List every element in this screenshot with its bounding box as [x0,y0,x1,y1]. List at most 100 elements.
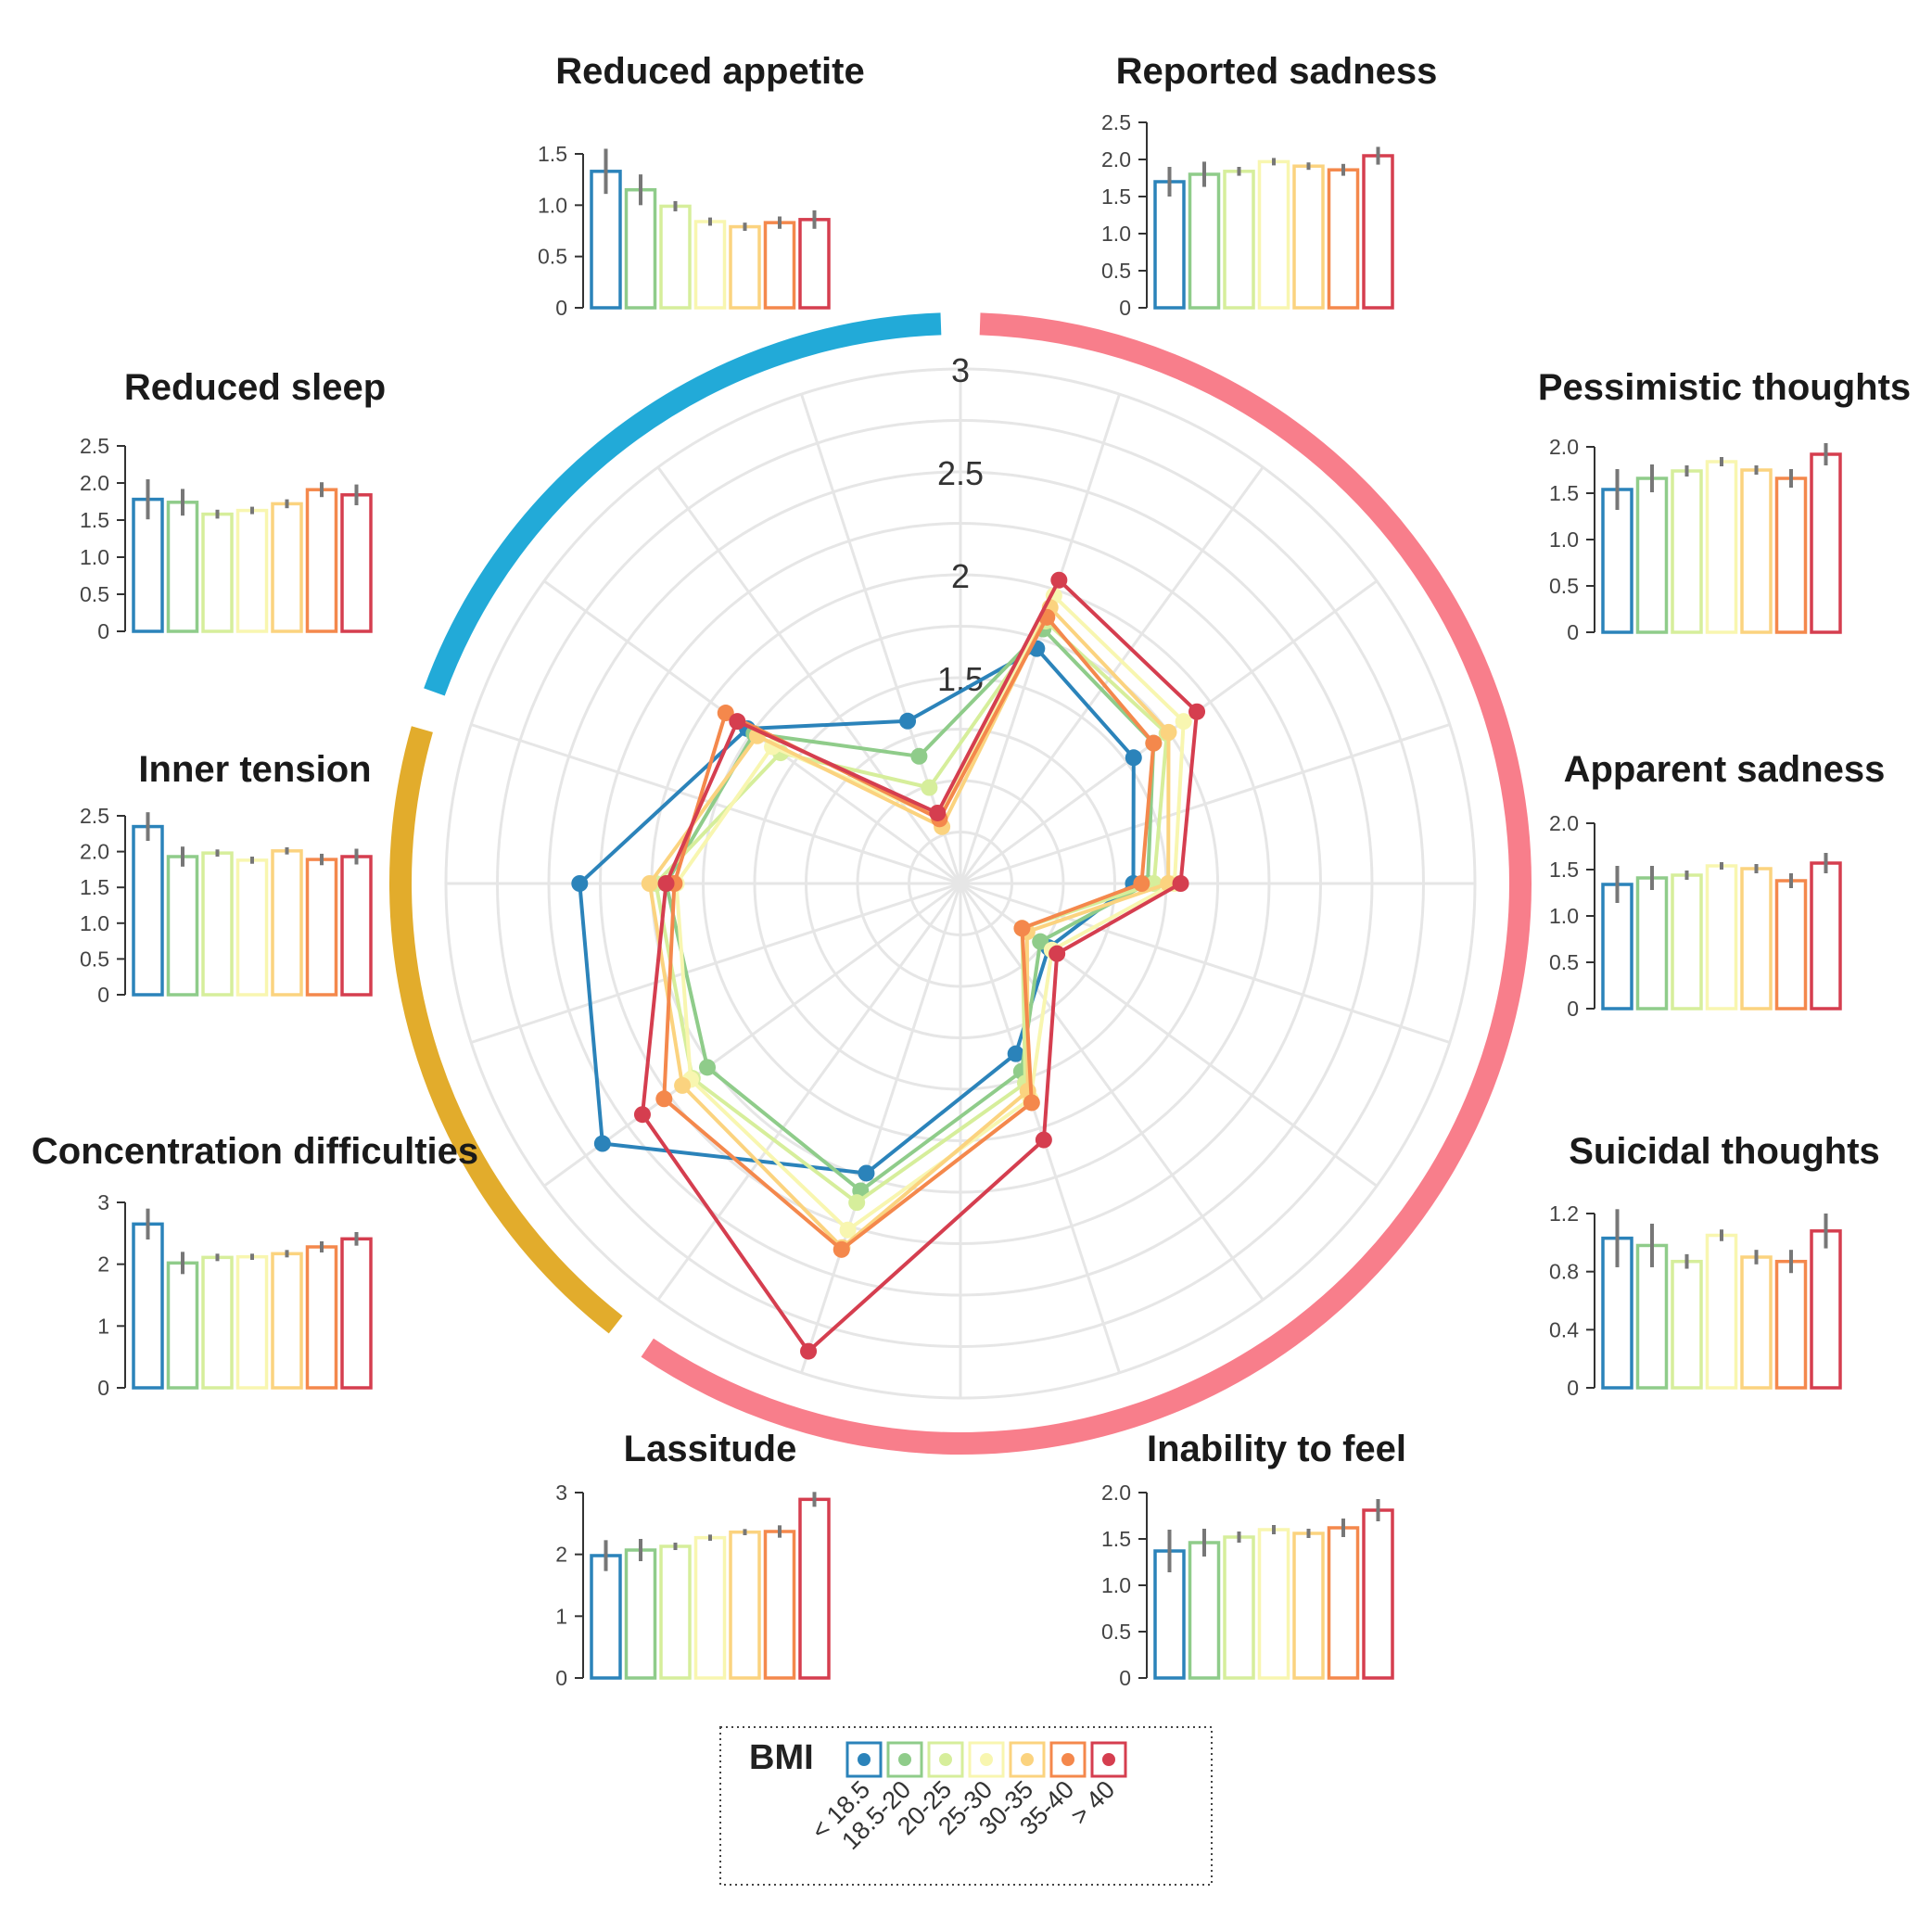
bar-18-5-20 [1188,172,1221,310]
radar-point-18-5-20-reduced-appetite [910,747,928,765]
legend-swatch [1090,1741,1127,1778]
symptom-group-arc [424,312,942,696]
grid-spoke [543,882,961,1188]
legend-dot [858,1753,871,1766]
y-tick-label: 0.5 [80,947,109,971]
y-tick-label: 0 [1119,1666,1131,1690]
bar-25-30 [1705,864,1738,1010]
y-tick-label: 1.0 [1549,527,1579,552]
y-tick-label: 0.5 [80,582,109,606]
grid-spoke [959,883,1121,1374]
radar-point-35-40-inability-to-feel [1023,1094,1040,1112]
bar-35-40 [1774,477,1808,634]
bar-30-35 [1292,164,1325,310]
radar-point-30-35-pessimistic-thoughts [1160,723,1177,741]
bar-20-25 [1671,873,1703,1010]
bar-25-30 [235,1254,269,1390]
legend-dot [980,1753,993,1766]
bar-35-40 [763,1530,796,1680]
bar-panel-apparent-sadness: Apparent sadness 0 0.5 1.0 1.5 2.0 [1549,749,1885,1021]
radar-point-25-30-pessimistic-thoughts [1175,713,1192,731]
bar-35-40 [1327,1526,1360,1680]
bar-35-40 [1327,168,1360,310]
bar-20-25 [1671,1259,1703,1390]
bar-35-40 [1774,879,1808,1010]
radar-point-40-inner-tension [657,875,675,892]
bar-30-35 [1292,1532,1325,1680]
y-tick-label: 2.5 [80,434,109,458]
bar-40 [798,218,831,310]
bar-18-5-20 [1635,477,1669,634]
y-tick-label: 1.5 [1101,184,1131,209]
panel-title: Concentration difficulties [32,1131,478,1172]
legend-swatch [886,1741,923,1778]
panel-title: Inner tension [138,749,371,790]
bar-35-40 [305,488,338,633]
y-tick-label: 0.5 [538,245,567,269]
panel-title: Inability to feel [1147,1429,1406,1469]
legend-item-40: > 40 [1065,1741,1127,1830]
bar-40 [1362,1508,1394,1680]
y-tick-label: 2 [555,1543,567,1567]
radar-point-35-40-reduced-sleep [717,705,734,722]
grid-spoke [959,466,1265,884]
radar-point-35-40-lassitude [833,1240,850,1258]
legend-label: > 40 [1065,1775,1120,1830]
legend-title: BMI [749,1738,814,1777]
bar-panel-concentration-difficulties: Concentration difficulties 0 1 2 3 [32,1131,478,1400]
y-tick-label: 1.2 [1549,1201,1579,1226]
y-tick-label: 1.0 [1101,1573,1131,1597]
legend-dot [939,1753,952,1766]
bar-35-40 [763,221,796,310]
grid-spoke [960,723,1451,885]
bar-40 [1362,154,1394,310]
bar-18-5-20 [624,1548,657,1680]
bar-30-35 [729,1530,761,1680]
radar-point-40-concentration-difficulties [633,1106,651,1124]
y-tick-label: 1.0 [538,193,567,217]
grid-spoke [959,393,1121,884]
y-tick-label: 1.5 [1549,481,1579,505]
radar-point-40-reduced-appetite [929,804,947,821]
radar-point-18-5-concentration-difficulties [593,1135,611,1152]
radar-point-35-40-concentration-difficulties [655,1090,673,1108]
y-tick-label: 1.5 [1101,1527,1131,1551]
bar-20-25 [201,512,234,633]
radar-point-35-40-suicidal-thoughts [1013,920,1031,937]
bar-25-30 [1257,1528,1290,1680]
y-tick-label: 3 [555,1481,567,1505]
bar-20-25 [201,851,234,997]
panel-title: Suicidal thoughts [1569,1131,1880,1172]
bar-25-30 [693,1535,727,1680]
y-tick-label: 0 [1119,296,1131,320]
bar-30-35 [729,224,761,310]
symptom-group-arc [389,726,623,1334]
y-tick-label: 1.0 [80,911,109,935]
bar-40 [1810,861,1842,1010]
panel-title: Apparent sadness [1564,749,1886,790]
bar-30-35 [1740,468,1773,634]
radar-point-40-inability-to-feel [1035,1131,1052,1149]
y-tick-label: 1.5 [538,142,567,166]
y-tick-label: 0 [97,619,109,643]
bar-panel-reduced-appetite: Reduced appetite 0 0.5 1.0 1.5 [538,51,865,320]
y-tick-label: 2.0 [80,471,109,495]
y-tick-label: 2.0 [1101,147,1131,172]
grid-spoke [470,723,961,885]
radar-point-40-reported-sadness [1050,571,1068,589]
radar-point-35-40-apparent-sadness [1133,875,1150,892]
bar-25-30 [235,858,269,997]
legend-dot [1102,1753,1115,1766]
radar-point-18-5-inability-to-feel [1007,1045,1024,1062]
y-tick-label: 0.5 [1549,574,1579,598]
y-tick-label: 0 [555,1666,567,1690]
grid-spoke [800,883,962,1374]
grid-spoke [470,882,961,1044]
bar-40 [1810,452,1842,634]
bar-panel-inability-to-feel: Inability to feel 0 0.5 1.0 1.5 2.0 [1101,1429,1406,1690]
bar-30-35 [1740,1255,1773,1390]
bar-30-35 [271,502,303,633]
bar-20-25 [1223,170,1255,310]
